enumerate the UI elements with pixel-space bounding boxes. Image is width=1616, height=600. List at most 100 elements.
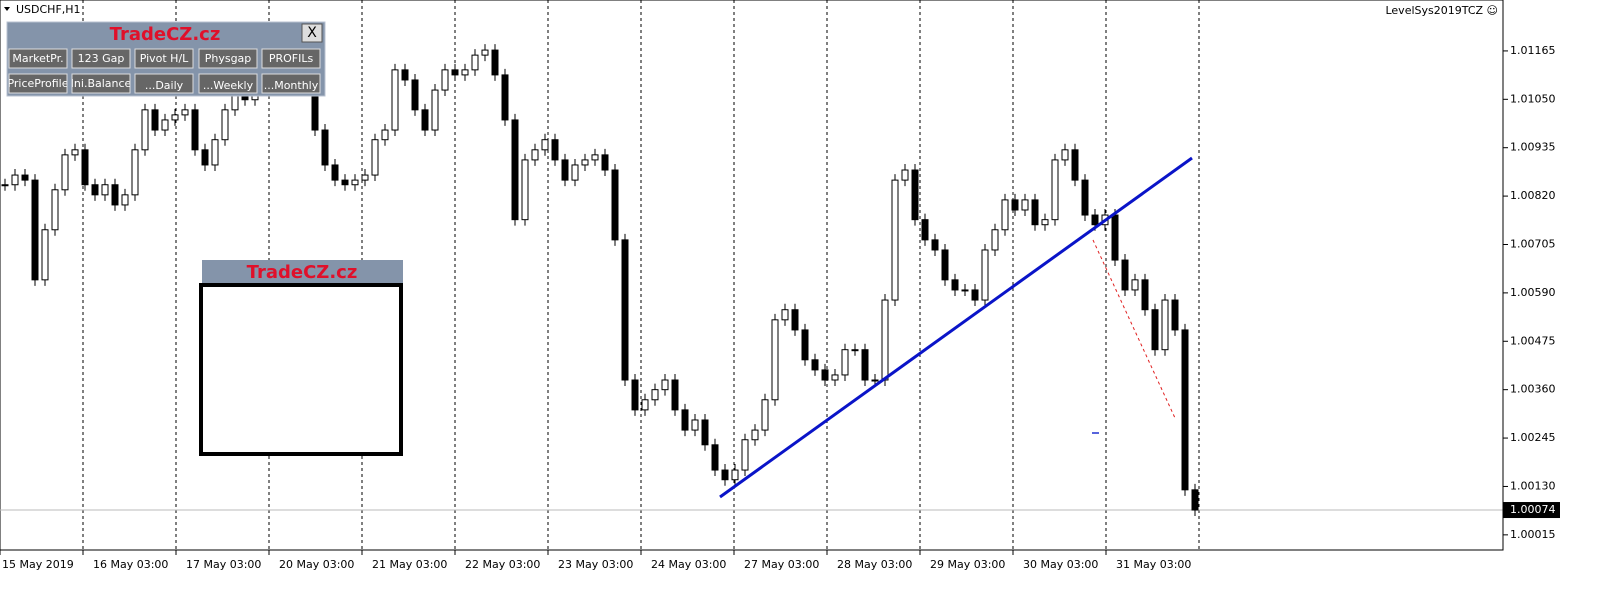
candle — [951, 279, 959, 291]
menu-arrow[interactable] — [4, 7, 10, 11]
candle — [411, 79, 419, 111]
candle — [561, 159, 569, 181]
candle — [351, 179, 359, 186]
candle — [381, 129, 389, 141]
x-tick-label: 31 May 03:00 — [1116, 558, 1191, 571]
candle — [391, 69, 399, 131]
button-label: Ini.Balance — [71, 77, 132, 90]
y-tick-label: 1.01050 — [1510, 92, 1556, 105]
x-tick-label: 21 May 03:00 — [372, 558, 447, 571]
y-tick-label: 1.00360 — [1510, 383, 1556, 396]
candle — [471, 54, 479, 71]
candle — [1011, 199, 1019, 211]
candle — [451, 69, 459, 76]
candle — [671, 379, 679, 411]
candle — [1061, 149, 1069, 161]
candle — [771, 319, 779, 401]
panel-title: TradeCZ.cz — [110, 24, 221, 45]
candle — [461, 69, 469, 76]
candle — [121, 194, 129, 206]
button-label: PriceProfile — [7, 77, 68, 90]
candle — [1031, 199, 1039, 226]
candle — [921, 219, 929, 241]
candle — [21, 174, 29, 181]
candle — [691, 419, 699, 431]
candle — [751, 429, 759, 441]
candle — [1181, 329, 1189, 491]
button-label: MarketPr. — [12, 52, 63, 65]
candle — [821, 369, 829, 381]
candle — [971, 289, 979, 301]
indicator-name: LevelSys2019TCZ ☺ — [1385, 4, 1498, 17]
x-tick-label: 30 May 03:00 — [1023, 558, 1098, 571]
candle — [941, 249, 949, 281]
candle — [1, 184, 9, 187]
x-tick-label: 22 May 03:00 — [465, 558, 540, 571]
candle — [661, 379, 669, 391]
button-label: Pivot H/L — [140, 52, 189, 65]
candle — [51, 189, 59, 231]
candle — [421, 109, 429, 131]
candle — [901, 169, 909, 181]
y-tick-label: 1.00705 — [1510, 237, 1556, 250]
button[interactable] — [261, 48, 321, 69]
candle — [81, 149, 89, 186]
candle — [111, 184, 119, 206]
button[interactable] — [134, 73, 194, 94]
candle — [581, 159, 589, 166]
candle — [621, 239, 629, 381]
candle — [611, 169, 619, 241]
candle — [1091, 214, 1099, 226]
dashed-line[interactable] — [1092, 239, 1176, 419]
button[interactable] — [134, 48, 194, 69]
candle — [591, 154, 599, 161]
candle — [761, 399, 769, 431]
y-tick-label: 1.00475 — [1510, 334, 1556, 347]
x-tick-label: 20 May 03:00 — [279, 558, 354, 571]
button[interactable] — [71, 73, 131, 94]
symbol: USDCHF,H1 — [16, 3, 81, 16]
x-tick-label: 28 May 03:00 — [837, 558, 912, 571]
button[interactable] — [71, 48, 131, 69]
candle — [161, 119, 169, 131]
candle — [491, 49, 499, 76]
candle — [861, 349, 869, 381]
candle — [841, 349, 849, 376]
y-tick-label: 1.00130 — [1510, 479, 1556, 492]
candle — [1021, 199, 1029, 211]
candle — [141, 109, 149, 151]
candle — [871, 379, 879, 382]
button-label: ...Daily — [145, 79, 184, 92]
trend-line[interactable] — [719, 156, 1193, 499]
y-tick-label: 1.01165 — [1510, 44, 1556, 57]
candle — [881, 299, 889, 381]
box — [199, 283, 403, 456]
close-label: X — [307, 25, 317, 41]
candle — [711, 444, 719, 471]
candle — [41, 229, 49, 281]
x-tick-label: 15 May 2019 — [2, 558, 74, 571]
candle — [1161, 299, 1169, 351]
button[interactable] — [8, 73, 68, 94]
candle — [1051, 159, 1059, 221]
candle — [831, 374, 839, 381]
candle — [601, 154, 609, 171]
candle — [631, 379, 639, 411]
x-tick-label: 24 May 03:00 — [651, 558, 726, 571]
button[interactable] — [198, 48, 258, 69]
candle — [331, 164, 339, 181]
button[interactable] — [261, 73, 321, 94]
close-button[interactable] — [301, 23, 323, 43]
candle — [1111, 214, 1119, 261]
box-title: TradeCZ.cz — [247, 262, 358, 283]
candle — [131, 149, 139, 196]
candle — [1121, 259, 1129, 291]
candle — [341, 179, 349, 186]
candle — [61, 154, 69, 191]
candle — [1141, 279, 1149, 311]
button[interactable] — [198, 73, 258, 94]
candle — [531, 149, 539, 161]
candle — [221, 109, 229, 141]
button[interactable] — [8, 48, 68, 69]
candle — [201, 149, 209, 166]
